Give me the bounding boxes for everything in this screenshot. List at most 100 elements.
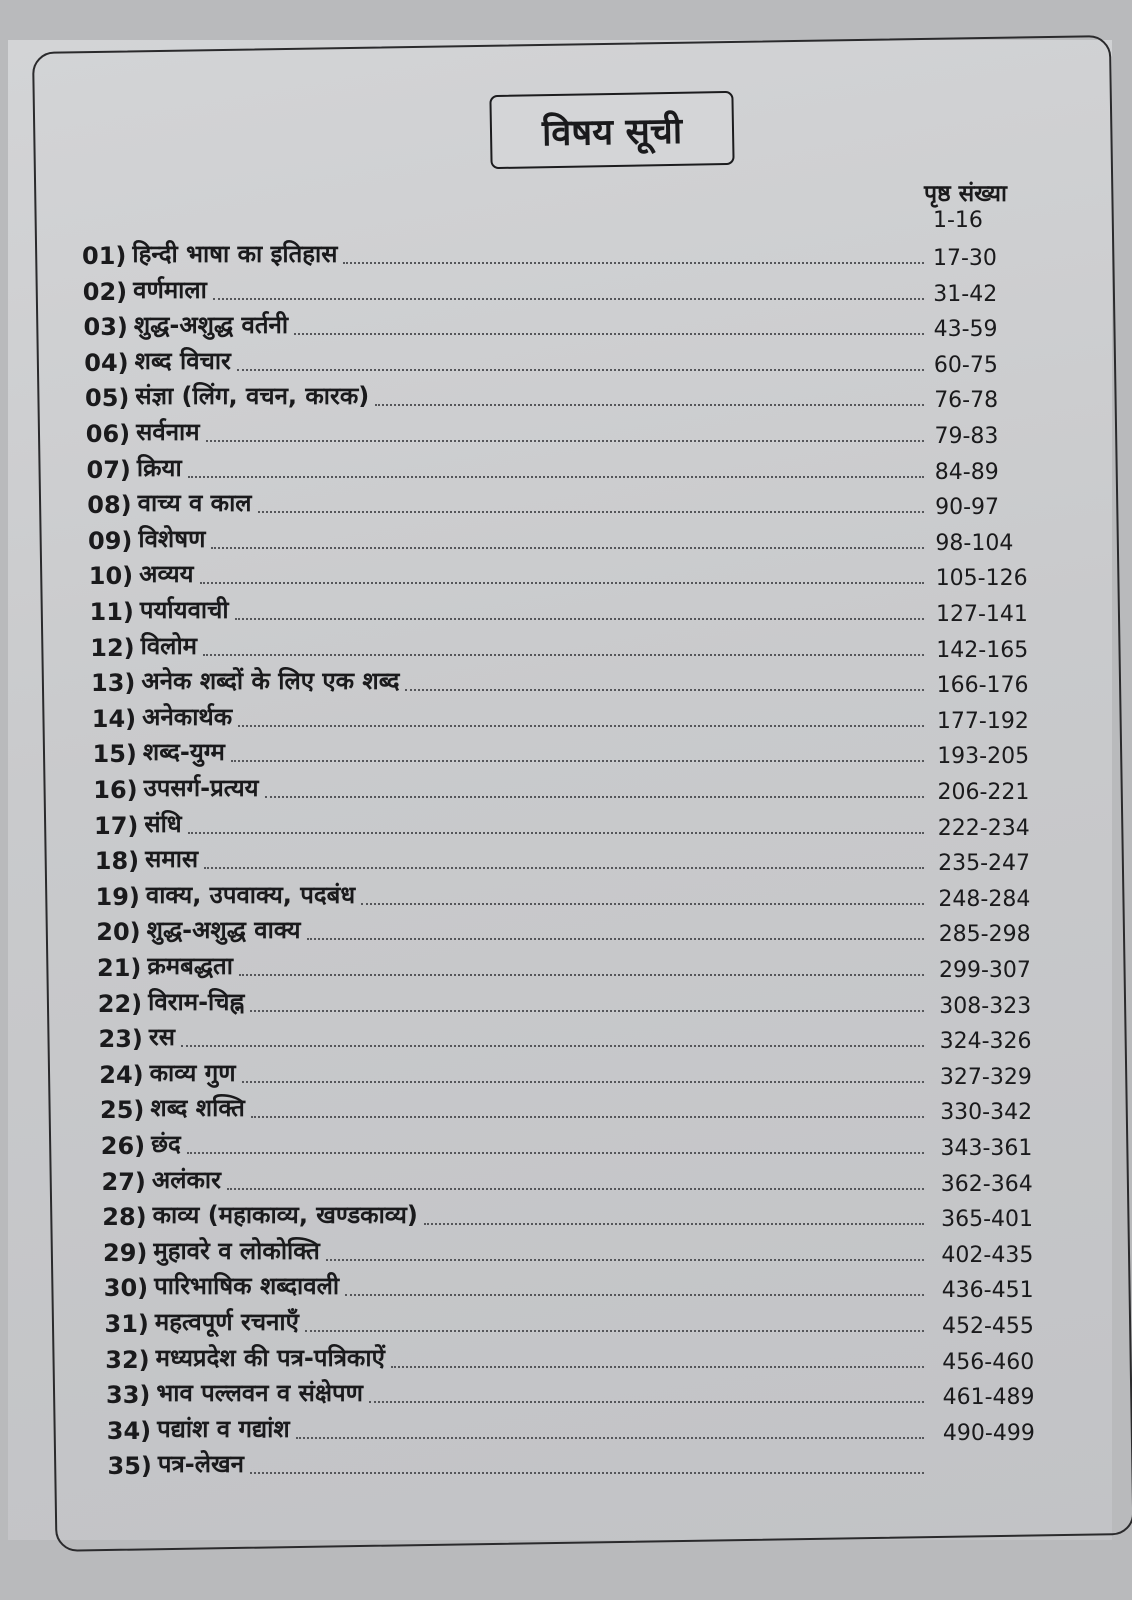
entry-title: हिन्दी भाषा का इतिहास — [132, 240, 338, 268]
toc-entry: 30) पारिभाषिक शब्दावली — [104, 1270, 928, 1302]
dotted-leader — [369, 1401, 924, 1404]
toc-entry: 10) अव्यय — [89, 558, 928, 590]
toc-entry: 02) वर्णमाला — [83, 274, 928, 306]
toc-entry: 31) महत्वपूर्ण रचनाएँ — [105, 1306, 929, 1338]
toc-entry: 07) क्रिया — [87, 452, 929, 484]
dotted-leader — [304, 1330, 924, 1332]
dotted-leader — [264, 796, 924, 798]
dotted-leader — [241, 1080, 924, 1083]
toc-entry: 25) शब्द शक्ति — [100, 1092, 928, 1124]
toc-entry: 27) अलंकार — [102, 1164, 929, 1196]
toc-entry: 17) संधि — [94, 808, 928, 840]
entry-title: संधि — [144, 809, 182, 838]
page-range: 324-326 — [939, 1029, 1032, 1055]
dotted-leader — [343, 262, 924, 264]
dotted-leader — [306, 938, 924, 941]
page-range: 343-361 — [940, 1136, 1033, 1161]
dotted-leader — [295, 1436, 924, 1439]
page-title: विषय सूची — [489, 90, 735, 170]
page-range: 98-104 — [935, 530, 1014, 556]
entry-number: 11) — [89, 598, 134, 626]
dotted-leader — [405, 689, 924, 692]
toc-entry: 09) विशेषण — [88, 523, 928, 555]
entry-number: 15) — [92, 740, 137, 769]
entry-number: 03) — [83, 313, 128, 342]
entry-title: वाच्य व काल — [137, 489, 252, 518]
toc-entry: 11) पर्यायवाची — [90, 594, 929, 626]
entry-title: छंद — [151, 1130, 181, 1158]
toc-entry: 26) छंद — [101, 1128, 928, 1160]
toc-entry: 24) काव्य गुण — [99, 1057, 928, 1089]
toc-entry: 28) काव्य (महाकाव्य, खण्डकाव्य) — [102, 1199, 928, 1231]
page-range: 84-89 — [934, 459, 999, 485]
page-range: 142-165 — [936, 637, 1029, 663]
entry-number: 33) — [106, 1381, 151, 1410]
entry-title: उपसर्ग-प्रत्यय — [143, 774, 259, 802]
toc-entry: 32) मध्यप्रदेश की पत्र-पत्रिकाऐं — [105, 1342, 928, 1374]
toc-entry: 20) शुद्ध-अशुद्ध वाक्य — [96, 914, 928, 946]
page-range: 193-205 — [937, 744, 1030, 770]
page-range: 76-78 — [934, 388, 999, 414]
entry-number: 35) — [107, 1452, 152, 1481]
page-range: 456-460 — [942, 1349, 1035, 1375]
entry-number: 04) — [84, 348, 129, 377]
toc-entry: 05) संज्ञा (लिंग, वचन, कारक) — [85, 380, 928, 412]
entry-title: अनेकार्थक — [142, 702, 233, 731]
entry-title: समास — [145, 845, 199, 874]
entry-number: 28) — [102, 1203, 147, 1232]
entry-number: 26) — [100, 1132, 146, 1160]
dotted-leader — [238, 724, 924, 727]
dotted-leader — [238, 974, 924, 976]
toc-entry: 22) विराम-चिह्न — [98, 986, 928, 1018]
dotted-leader — [423, 1223, 924, 1226]
toc-entry: 33) भाव पल्लवन व संक्षेपण — [106, 1377, 928, 1409]
dotted-leader — [205, 440, 924, 442]
entry-number: 34) — [106, 1416, 152, 1445]
entry-title: भाव पल्लवन व संक्षेपण — [156, 1379, 364, 1408]
entry-title: विलोम — [140, 631, 198, 660]
entry-number: 18) — [94, 847, 140, 876]
entry-number: 13) — [91, 669, 136, 698]
entry-number: 16) — [93, 776, 138, 804]
entry-title: रस — [148, 1023, 175, 1052]
page-range: 461-489 — [942, 1385, 1035, 1411]
dotted-leader — [250, 1116, 924, 1119]
entry-title: संज्ञा (लिंग, वचन, कारक) — [135, 382, 370, 411]
entry-number: 30) — [103, 1274, 149, 1303]
page-range: 79-83 — [934, 424, 999, 449]
dotted-leader — [234, 618, 924, 620]
entry-number: 07) — [86, 455, 131, 484]
dotted-leader — [187, 475, 924, 478]
entry-number: 23) — [98, 1025, 143, 1054]
entry-title: अलंकार — [151, 1165, 221, 1194]
toc-entry: 01) हिन्दी भाषा का इतिहास — [82, 238, 928, 270]
entry-title: अनेक शब्दों के लिए एक शब्द — [141, 667, 400, 696]
toc-entry: 34) पद्यांश व गद्यांश — [107, 1413, 928, 1445]
entry-number: 01) — [82, 242, 127, 270]
dotted-leader — [180, 1045, 924, 1048]
dotted-leader — [199, 582, 924, 585]
toc-entry: 23) रस — [99, 1021, 929, 1053]
page-range: 206-221 — [937, 780, 1030, 805]
entry-title: अव्यय — [139, 560, 194, 589]
page-range: 452-455 — [942, 1314, 1034, 1339]
entry-title: शुद्ध-अशुद्ध वर्तनी — [133, 311, 289, 340]
dotted-leader — [345, 1294, 924, 1297]
entry-title: मुहावरे व लोकोक्ति — [153, 1236, 320, 1265]
toc-entry: 19) वाक्य, उपवाक्य, पदबंध — [96, 879, 929, 911]
dotted-leader — [249, 1472, 924, 1475]
page-range: 402-435 — [941, 1242, 1034, 1268]
page-range: 327-329 — [939, 1064, 1032, 1090]
page-range: 105-126 — [935, 566, 1028, 592]
page-range: 177-192 — [936, 708, 1029, 734]
entry-title: महत्वपूर्ण रचनाएँ — [154, 1308, 299, 1336]
dotted-leader — [230, 760, 924, 763]
entry-title: वर्णमाला — [133, 275, 207, 304]
dotted-leader — [361, 902, 924, 905]
entry-title: पद्यांश व गद्यांश — [157, 1414, 290, 1443]
dotted-leader — [325, 1258, 924, 1261]
entry-title: विशेषण — [138, 524, 206, 553]
entry-title: क्रमबद्धता — [147, 952, 233, 980]
entry-number: 21) — [97, 954, 142, 982]
toc-entry: 15) शब्द-युग्म — [93, 736, 929, 768]
